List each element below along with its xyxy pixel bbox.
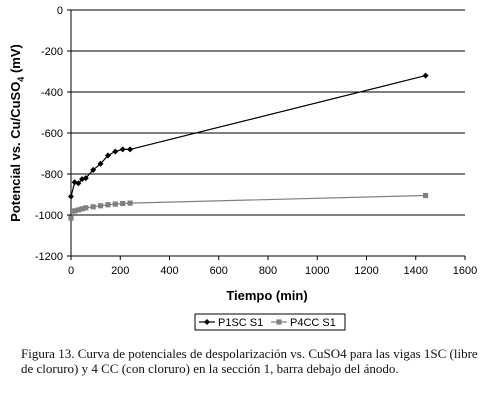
data-point (90, 166, 97, 173)
y-axis-title-subscript: 4 (16, 77, 26, 82)
figure-caption: Figura 13. Curva de potenciales de despo… (21, 346, 478, 376)
y-axis-title: Potencial vs. Cu/CuSO4 (mV) (8, 44, 26, 222)
x-tick-label: 1000 (305, 265, 329, 277)
data-point (422, 72, 429, 79)
x-tick-label: 400 (160, 265, 178, 277)
y-tick-label: -800 (41, 169, 63, 181)
data-point (204, 319, 210, 325)
y-tick-label: -1000 (35, 210, 63, 222)
data-point (97, 160, 104, 167)
y-tick-label: -1200 (35, 251, 63, 263)
data-point (90, 204, 96, 210)
x-tick-label: 1200 (354, 265, 378, 277)
data-point (119, 146, 126, 153)
data-point (105, 202, 111, 208)
legend-box (194, 313, 346, 331)
x-tick-label: 1400 (404, 265, 428, 277)
x-axis-title: Tiempo (min) (226, 288, 307, 303)
data-point (276, 319, 282, 325)
legend-label: P4CC S1 (290, 317, 336, 329)
series-layer (68, 72, 429, 221)
x-tick-label: 800 (259, 265, 277, 277)
x-tick-label: 200 (111, 265, 129, 277)
grid-lines (71, 9, 465, 216)
legend-label: P1SC S1 (218, 317, 263, 329)
chart: 0 -200 -400 -600 -800 -1000 -1200 0 200 400 600 800… (8, 5, 477, 331)
x-tick-label: 0 (68, 265, 74, 277)
legend-item: P1SC S1 (199, 317, 263, 329)
y-axis-title-main: Potencial vs. Cu/CuSO (8, 82, 23, 222)
legend-item: P4CC S1 (271, 317, 336, 329)
axes (67, 9, 466, 260)
data-point (68, 215, 74, 221)
data-point (68, 193, 74, 200)
data-point (104, 152, 111, 159)
data-point (97, 203, 104, 209)
data-point (75, 180, 82, 187)
data-point (112, 148, 119, 155)
y-tick-label: -400 (41, 87, 63, 99)
data-point (79, 206, 85, 212)
y-tick-label: 0 (57, 5, 63, 17)
y-axis-title-unit: (mV) (8, 44, 23, 77)
y-tick-label: -200 (41, 46, 63, 58)
data-point (82, 175, 89, 182)
series-line (70, 75, 426, 197)
tick-labels: 0 -200 -400 -600 -800 -1000 -1200 0 200 400 600 800… (35, 5, 477, 277)
data-point (112, 201, 118, 207)
data-point (127, 200, 133, 206)
data-point (127, 146, 134, 153)
data-point (83, 205, 89, 211)
data-point (120, 200, 126, 207)
data-point (75, 207, 81, 213)
series-p1sc-s1 (68, 72, 429, 200)
series-p4cc-s1 (68, 192, 429, 221)
legend: P1SC S1 P4CC S1 (194, 313, 346, 331)
data-point (423, 192, 429, 199)
x-tick-label: 1600 (453, 265, 477, 277)
data-point (72, 208, 78, 214)
y-tick-label: -600 (41, 128, 63, 140)
x-tick-label: 600 (210, 265, 228, 277)
